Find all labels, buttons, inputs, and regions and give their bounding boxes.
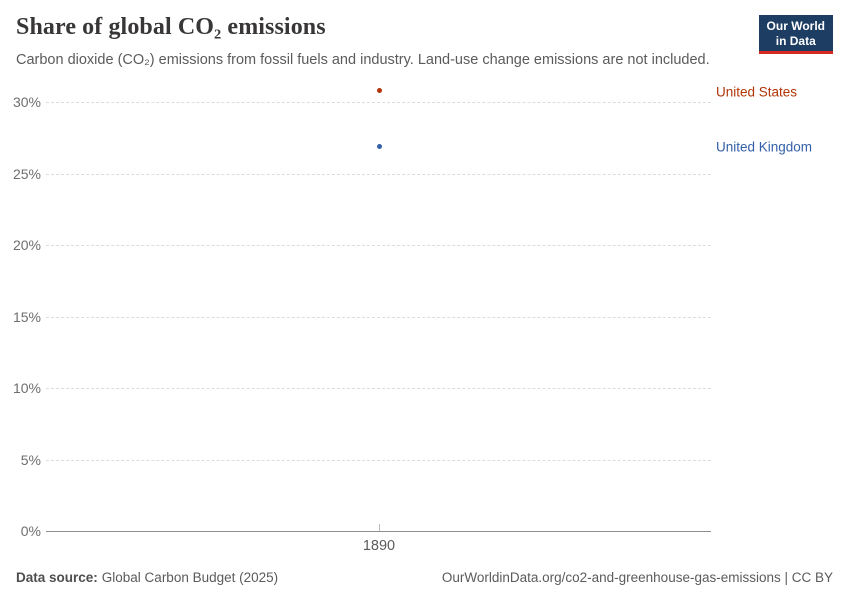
y-tick-label-30: 30% <box>12 94 41 110</box>
data-source-label: Data source: <box>16 570 98 585</box>
x-tick-label: 1890 <box>362 538 396 554</box>
data-point-united-states[interactable] <box>376 88 382 94</box>
gridline-10 <box>46 388 711 389</box>
y-tick-label-0: 0% <box>20 523 41 539</box>
gridline-30 <box>46 102 711 103</box>
gridline-15 <box>46 316 711 318</box>
attribution-link[interactable]: OurWorldinData.org/co2-and-greenhouse-ga… <box>441 570 833 585</box>
owid-logo-line1: Our World <box>766 19 825 33</box>
chart-subtitle: Carbon dioxide (CO₂) emissions from foss… <box>16 52 710 68</box>
y-tick-label-10: 10% <box>12 380 41 396</box>
data-point-united-kingdom[interactable] <box>376 143 382 149</box>
series-label-united-kingdom[interactable]: United Kingdom <box>716 139 813 155</box>
owid-logo-line2: in Data <box>775 33 816 48</box>
gridline-5 <box>46 459 711 461</box>
x-axis-line <box>46 531 711 532</box>
y-tick-label-25: 25% <box>12 165 41 182</box>
series-label-united-states[interactable]: United States <box>716 84 798 100</box>
y-tick-label-20: 20% <box>12 237 41 253</box>
data-source-note: Data source: Global Carbon Budget (2025) <box>16 570 278 585</box>
gridline-25 <box>46 173 711 175</box>
y-tick-label-15: 15% <box>12 308 41 325</box>
owid-logo[interactable]: Our World in Data <box>758 15 833 54</box>
gridline-20 <box>46 245 711 246</box>
chart-title: Share of global CO₂ emissions <box>16 14 326 40</box>
data-source-value: Global Carbon Budget (2025) <box>101 570 279 585</box>
y-tick-label-5: 5% <box>20 451 41 468</box>
x-tick-mark <box>379 524 380 531</box>
